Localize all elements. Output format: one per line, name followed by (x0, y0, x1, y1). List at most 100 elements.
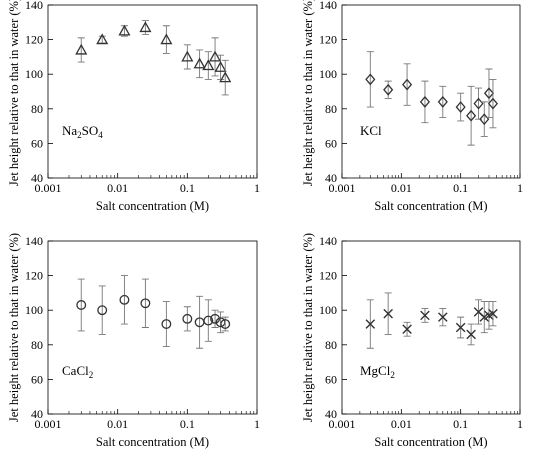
data-point-triangle (118, 24, 131, 36)
data-point-circle (161, 319, 172, 329)
data-point-x (455, 322, 466, 333)
y-tick-label: 100 (319, 303, 337, 317)
error-bar (489, 78, 497, 129)
data-point-diamond (483, 87, 495, 100)
error-bar (221, 59, 229, 96)
error-bar (183, 44, 191, 70)
data-point-x (420, 310, 430, 321)
error-bar (204, 51, 212, 80)
x-axis-title: Salt concentration (M) (96, 435, 209, 449)
data-point-diamond (419, 95, 431, 108)
y-tick-label: 60 (325, 372, 337, 386)
y-tick-label: 40 (31, 407, 43, 421)
x-tick-label: 0.001 (35, 417, 62, 431)
data-point-diamond (383, 83, 394, 96)
y-tick-label: 120 (319, 33, 337, 47)
panel-label: KCl (360, 123, 382, 138)
error-bar (120, 275, 128, 325)
y-tick-label: 120 (25, 269, 43, 283)
data-point-diamond (402, 78, 413, 91)
panel-label: MgCl2 (360, 363, 395, 380)
y-tick-label: 80 (31, 338, 43, 352)
data-point-x (402, 324, 412, 335)
y-tick-label: 120 (25, 33, 43, 47)
data-point-x (383, 308, 393, 319)
y-tick-label: 60 (325, 136, 337, 150)
x-tick-label: 0.01 (391, 417, 412, 431)
error-bar (439, 85, 447, 118)
x-tick-label: 0.01 (107, 181, 128, 195)
x-tick-label: 0.1 (453, 417, 468, 431)
y-tick-label: 60 (31, 372, 43, 386)
error-bar (467, 85, 475, 146)
error-bar (77, 278, 85, 332)
y-tick-label: 40 (325, 171, 337, 185)
error-bar (384, 80, 392, 99)
x-tick-label: 1 (254, 181, 260, 195)
error-bar (162, 25, 170, 54)
data-point-triangle (96, 33, 109, 45)
x-tick-label: 1 (517, 417, 523, 431)
y-tick-label: 100 (25, 67, 43, 81)
panel-label: CaCl2 (62, 363, 93, 380)
data-point-x (365, 319, 376, 329)
error-bar (475, 87, 483, 120)
x-axis-title: Salt concentration (M) (96, 199, 209, 213)
data-point-diamond (466, 109, 477, 122)
data-point-triangle (219, 71, 232, 83)
y-tick-label: 80 (325, 338, 337, 352)
x-tick-label: 0.1 (180, 417, 195, 431)
plot-frame (47, 4, 258, 179)
data-point-circle (97, 305, 108, 316)
error-bar (204, 299, 212, 342)
x-tick-label: 0.001 (329, 181, 356, 195)
data-point-triangle (75, 43, 88, 55)
error-bar (98, 285, 106, 335)
error-bar (211, 37, 219, 77)
error-bar (141, 278, 149, 328)
y-tick-label: 140 (25, 234, 43, 248)
error-bar (162, 301, 170, 347)
data-point-x (488, 308, 498, 319)
y-tick-label: 100 (319, 67, 337, 81)
x-tick-label: 1 (254, 417, 260, 431)
data-point-circle (203, 315, 214, 326)
data-point-diamond (437, 95, 448, 108)
data-point-triangle (193, 57, 206, 69)
data-point-circle (119, 294, 130, 305)
error-bar (217, 311, 225, 334)
plot-frame (341, 240, 521, 415)
y-tick-label: 140 (319, 0, 337, 12)
y-axis-title: Jet height relative to that in water (%) (7, 0, 21, 186)
data-point-triangle (160, 33, 173, 45)
error-bar (211, 309, 219, 328)
x-tick-label: 0.01 (107, 417, 128, 431)
y-tick-label: 40 (325, 407, 337, 421)
data-point-circle (210, 313, 221, 324)
y-tick-label: 60 (31, 136, 43, 150)
data-point-x (466, 329, 476, 340)
x-tick-label: 1 (517, 181, 523, 195)
y-tick-label: 120 (319, 269, 337, 283)
data-point-circle (220, 319, 231, 329)
x-tick-label: 0.001 (329, 417, 356, 431)
error-bar (480, 101, 488, 137)
x-tick-label: 0.001 (35, 181, 62, 195)
y-axis-title: Jet height relative to that in water (%) (7, 233, 21, 422)
plot-frame (341, 4, 521, 179)
data-point-circle (76, 300, 87, 310)
error-bar (403, 63, 411, 106)
error-bar (196, 49, 204, 79)
error-bar (196, 295, 204, 349)
y-tick-label: 80 (31, 102, 43, 116)
y-axis-title: Jet height relative to that in water (%) (301, 233, 315, 422)
error-bar (421, 80, 429, 124)
data-point-triangle (202, 59, 215, 71)
data-point-diamond (487, 97, 499, 110)
data-point-circle (182, 313, 193, 324)
data-point-triangle (209, 50, 222, 62)
data-point-triangle (181, 50, 194, 62)
